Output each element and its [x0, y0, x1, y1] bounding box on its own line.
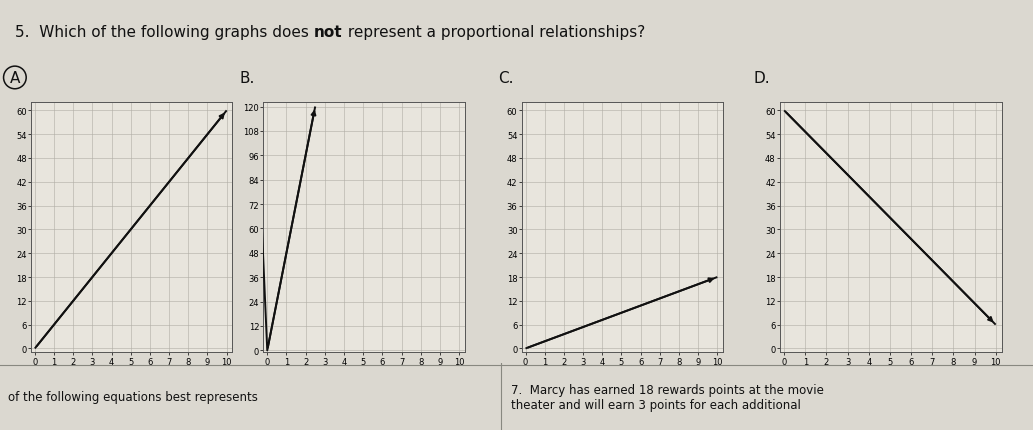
Text: 7.  Marcy has earned 18 rewards points at the movie
theater and will earn 3 poin: 7. Marcy has earned 18 rewards points at… — [511, 383, 824, 411]
Text: B.: B. — [240, 71, 255, 86]
Text: A: A — [9, 71, 20, 86]
Text: 5.  Which of the following graphs does: 5. Which of the following graphs does — [15, 25, 314, 40]
Text: of the following equations best represents: of the following equations best represen… — [8, 390, 258, 403]
Text: D.: D. — [754, 71, 771, 86]
Text: C.: C. — [498, 71, 513, 86]
Text: not: not — [314, 25, 343, 40]
Text: represent a proportional relationships?: represent a proportional relationships? — [343, 25, 645, 40]
